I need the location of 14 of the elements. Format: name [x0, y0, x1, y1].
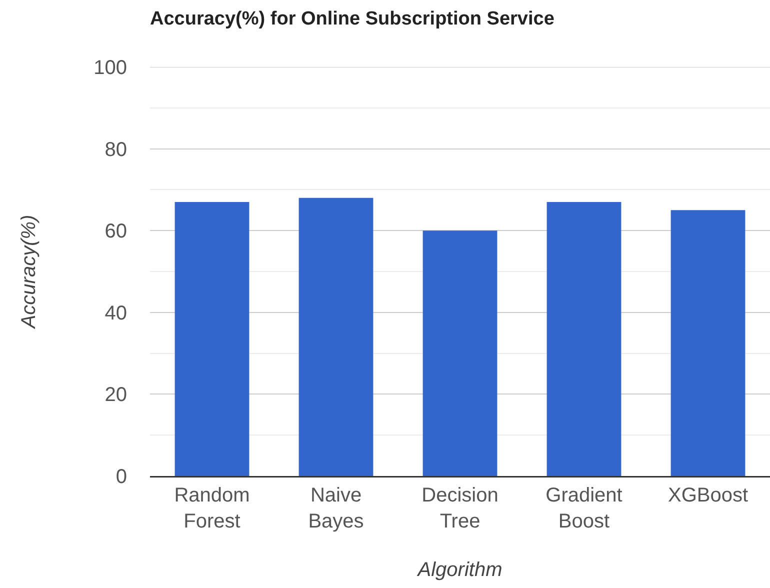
- y-tick-label: 80: [104, 138, 127, 161]
- x-axis-title: Algorithm: [416, 558, 502, 581]
- chart-title: Accuracy(%) for Online Subscription Service: [150, 8, 554, 30]
- y-tick-label: 100: [94, 57, 127, 79]
- x-tick-label: Decision Tree: [422, 484, 498, 532]
- x-tick-label: Naive Bayes: [308, 484, 364, 532]
- x-tick-label: Gradient Boost: [546, 484, 623, 532]
- y-tick-label: 40: [104, 302, 127, 324]
- x-tick-label: XGBoost: [668, 484, 748, 506]
- y-tick-label: 0: [116, 466, 127, 488]
- x-tick-label: Random Forest: [174, 484, 250, 532]
- y-tick-label: 20: [104, 384, 127, 406]
- y-axis-title: Accuracy(%): [18, 214, 40, 330]
- y-tick-label: 60: [104, 220, 127, 243]
